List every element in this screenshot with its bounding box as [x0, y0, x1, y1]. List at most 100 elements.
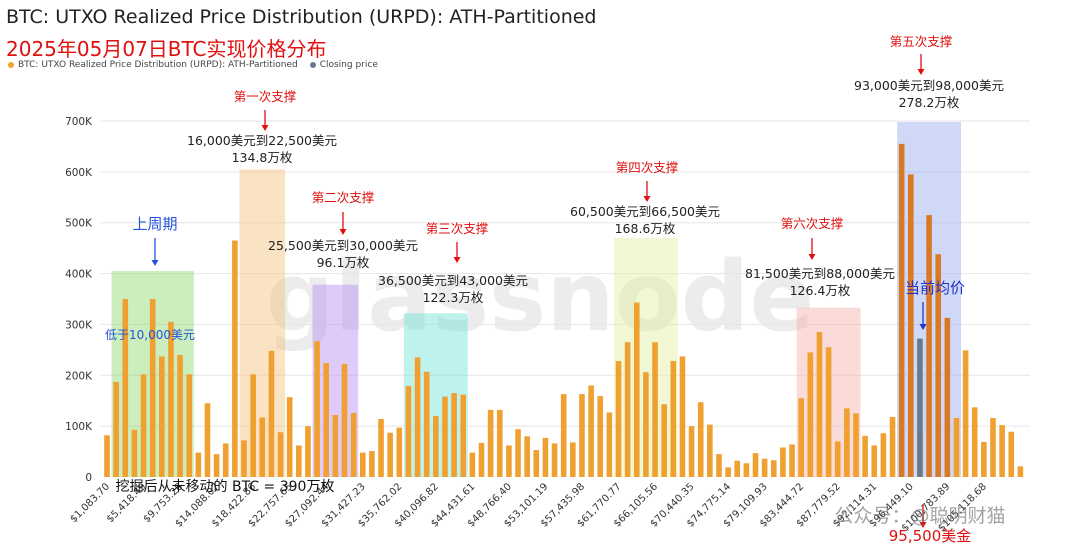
urpd-bar — [798, 398, 804, 477]
urpd-bar — [186, 374, 193, 477]
support-1-amount: 134.8万枚 — [232, 150, 293, 165]
legend-dot-urpd — [8, 62, 14, 68]
y-tick-label: 300K — [65, 319, 93, 331]
urpd-bar — [113, 381, 119, 477]
support-2-heading: 第二次支撑 — [312, 190, 375, 205]
support-6-heading: 第六次支撑 — [781, 216, 844, 231]
urpd-bar — [204, 403, 211, 477]
urpd-bar — [999, 425, 1005, 477]
urpd-bar — [506, 445, 512, 477]
current-avg-arrow — [919, 302, 927, 330]
footer-watermark: 公众号：@聪明财猫 — [834, 505, 1005, 527]
legend-item-closing-price[interactable]: Closing price — [309, 60, 378, 70]
urpd-bar — [834, 441, 841, 477]
urpd-bar — [104, 435, 110, 477]
support-5-arrow-head — [917, 69, 925, 75]
prev-cycle-arrow-head — [151, 260, 159, 266]
support-6-arrow-head — [808, 254, 816, 260]
urpd-bar — [734, 460, 741, 477]
support-5-amount: 278.2万枚 — [899, 95, 960, 110]
y-tick-label: 700K — [65, 116, 93, 128]
urpd-bar — [889, 416, 896, 477]
legend-item-urpd[interactable]: BTC: UTXO Realized Price Distribution (U… — [8, 60, 298, 70]
urpd-bar — [533, 450, 540, 477]
urpd-bar — [296, 445, 302, 477]
dormant-supply-note: 挖掘后从未移动的 BTC = 390万枚 — [116, 479, 335, 495]
urpd-bar — [250, 374, 256, 477]
urpd-bar — [460, 394, 467, 477]
support-5-heading: 第五次支撑 — [890, 34, 953, 49]
support-3-amount: 122.3万枚 — [423, 290, 484, 305]
urpd-bar — [168, 321, 174, 477]
urpd-bar — [825, 347, 832, 477]
urpd-bar — [743, 463, 750, 477]
support-1-range: 16,000美元到22,500美元 — [187, 133, 337, 148]
support-1-heading: 第一次支撑 — [234, 89, 297, 104]
urpd-bar — [606, 412, 613, 477]
support-2-arrow-head — [339, 229, 347, 235]
support-4-heading: 第四次支撑 — [616, 160, 679, 175]
support-4-arrow-head — [643, 196, 651, 202]
urpd-bar — [149, 299, 156, 477]
urpd-bar — [935, 254, 941, 477]
urpd-bar — [898, 143, 905, 477]
urpd-bar — [478, 442, 485, 477]
urpd-bar — [752, 453, 759, 477]
support-3-heading: 第三次支撑 — [426, 221, 489, 236]
urpd-bar — [807, 352, 814, 477]
urpd-bar — [286, 397, 293, 477]
urpd-bar — [597, 396, 604, 477]
urpd-bar — [707, 424, 713, 477]
prev-cycle-label: 上周期 — [132, 215, 177, 233]
urpd-bar — [195, 452, 202, 477]
y-tick-label: 0 — [85, 472, 92, 484]
urpd-bar — [159, 356, 165, 477]
urpd-bar — [268, 350, 275, 477]
urpd-bar — [880, 433, 887, 477]
urpd-bar — [350, 412, 357, 477]
legend: BTC: UTXO Realized Price Distribution (U… — [8, 60, 378, 70]
urpd-bar — [232, 240, 238, 477]
urpd-bar — [487, 409, 494, 477]
y-tick-label: 100K — [65, 421, 93, 433]
support-5-arrow — [917, 54, 925, 75]
urpd-bar — [697, 402, 704, 477]
urpd-bar — [615, 361, 622, 477]
urpd-bar — [844, 408, 850, 477]
below-10k-label: 低于10,000美元 — [105, 328, 195, 342]
urpd-bar — [551, 443, 558, 477]
y-tick-label: 500K — [65, 218, 93, 230]
support-2-amount: 96.1万枚 — [317, 255, 370, 270]
urpd-bar — [259, 417, 266, 477]
urpd-bar — [962, 350, 969, 477]
urpd-bar — [515, 429, 521, 477]
urpd-bar — [643, 372, 649, 477]
urpd-bar — [378, 419, 384, 477]
urpd-bar — [926, 215, 932, 478]
current-price-arrow-head — [919, 522, 927, 528]
urpd-bar — [853, 413, 859, 477]
support-4-arrow — [643, 181, 651, 202]
urpd-bar — [496, 409, 503, 477]
urpd-bar — [332, 414, 339, 477]
urpd-bar — [177, 354, 183, 477]
urpd-bar — [222, 443, 229, 477]
y-tick-label: 200K — [65, 370, 93, 382]
urpd-bar — [780, 447, 786, 477]
support-4-amount: 168.6万枚 — [615, 221, 676, 236]
urpd-bar — [433, 415, 439, 477]
urpd-bar — [579, 394, 585, 477]
urpd-bar — [1017, 466, 1024, 477]
support-2-arrow — [339, 212, 347, 235]
urpd-bar — [451, 393, 457, 477]
chart-title: BTC: UTXO Realized Price Distribution (U… — [6, 6, 597, 28]
urpd-bar — [131, 429, 138, 477]
current-avg-arrow-head — [919, 324, 927, 330]
watermark-text: glassnode — [266, 241, 815, 353]
support-4-range: 60,500美元到66,500美元 — [570, 204, 720, 219]
urpd-bar — [122, 299, 129, 477]
support-1-arrow — [261, 110, 269, 131]
support-6-arrow — [808, 238, 816, 260]
urpd-bar — [387, 432, 393, 477]
